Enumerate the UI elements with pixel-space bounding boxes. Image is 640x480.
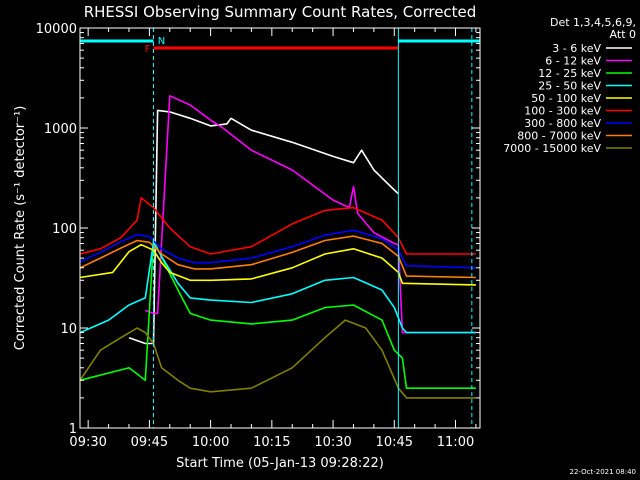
series-line-8	[79, 319, 476, 399]
flag-label-n: N	[158, 36, 165, 47]
series-line-4	[79, 243, 476, 286]
flag-bars: NF	[80, 36, 480, 55]
legend-header-attenuator: Att 0	[610, 28, 636, 41]
legend-label-6: 300 - 800 keV	[524, 117, 601, 130]
legend-label-4: 50 - 100 keV	[531, 92, 601, 105]
legend-label-3: 25 - 50 keV	[538, 80, 601, 93]
series-line-3	[79, 241, 476, 334]
y-tick-label-3: 1000	[44, 122, 77, 137]
series-line-7	[79, 235, 476, 279]
series-line-5	[79, 197, 476, 255]
y-axis-label: Corrected Count Rate (s⁻¹ detector⁻¹)	[13, 106, 28, 351]
y-tick-label-1: 10	[60, 322, 77, 337]
legend-label-2: 12 - 25 keV	[538, 67, 601, 80]
series-line-0	[128, 109, 399, 345]
series-line-2	[79, 239, 476, 390]
x-tick-label-2: 10:00	[192, 435, 229, 450]
x-tick-label-3: 10:15	[253, 435, 290, 450]
footer-date: 22-Oct-2021 08:40	[570, 468, 636, 476]
x-axis-label: Start Time (05-Jan-13 09:28:22)	[176, 456, 384, 471]
y-tick-label-2: 100	[52, 222, 77, 237]
chart-title: RHESSI Observing Summary Count Rates, Co…	[84, 3, 477, 21]
y-tick-label-4: 10000	[36, 22, 77, 37]
x-tick-label-6: 11:00	[437, 435, 474, 450]
legend-label-0: 3 - 6 keV	[552, 42, 601, 55]
x-tick-label-1: 09:45	[131, 435, 168, 450]
x-tick-label-5: 10:45	[376, 435, 413, 450]
y-tick-label-0: 1	[69, 422, 77, 437]
flag-label-f: F	[145, 44, 151, 55]
x-axis: 09:30 09:45 10:00 10:15 10:30 10:45 11:00	[69, 28, 477, 450]
series-line-6	[79, 229, 476, 269]
legend-label-8: 7000 - 15000 keV	[503, 142, 601, 155]
legend-label-1: 6 - 12 keV	[545, 55, 601, 68]
x-tick-label-0: 09:30	[69, 435, 106, 450]
legend-header-detectors: Det 1,3,4,5,6,9,	[550, 16, 636, 29]
y-axis: 1 10 100 1000 10000	[36, 22, 480, 437]
legend-label-7: 800 - 7000 keV	[517, 130, 601, 143]
legend-label-5: 100 - 300 keV	[524, 105, 601, 118]
x-tick-label-4: 10:30	[314, 435, 351, 450]
